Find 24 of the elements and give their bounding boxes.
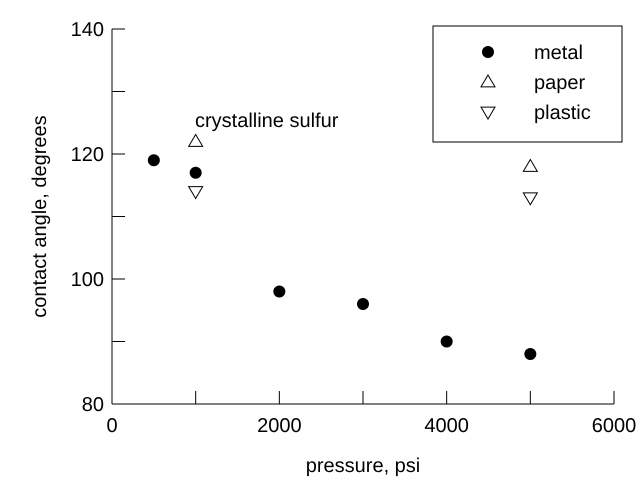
x-tick-label: 2000 xyxy=(257,415,302,437)
y-tick-label: 140 xyxy=(70,19,104,41)
point xyxy=(188,186,204,199)
point xyxy=(440,336,453,348)
x-tick-label: 4000 xyxy=(424,415,469,437)
point xyxy=(524,348,536,360)
x-tick-label: 6000 xyxy=(592,415,636,437)
y-tick-label: 100 xyxy=(70,269,104,291)
y-axis-title: contact angle, degrees xyxy=(29,115,51,318)
y-tick-label: 120 xyxy=(70,144,104,166)
legend-label: plastic xyxy=(534,102,591,124)
point xyxy=(190,166,202,179)
annotation: crystalline sulfur xyxy=(195,110,339,132)
legend-label: metal xyxy=(534,42,583,64)
point xyxy=(148,154,160,166)
point xyxy=(188,134,204,147)
point xyxy=(522,192,538,206)
x-axis-title: pressure, psi xyxy=(306,455,420,477)
point xyxy=(522,159,538,172)
point xyxy=(357,298,369,310)
legend-label: paper xyxy=(534,72,586,94)
x-tick-label: 0 xyxy=(106,415,118,437)
y-tick-label: 80 xyxy=(82,394,104,416)
point xyxy=(273,286,286,298)
